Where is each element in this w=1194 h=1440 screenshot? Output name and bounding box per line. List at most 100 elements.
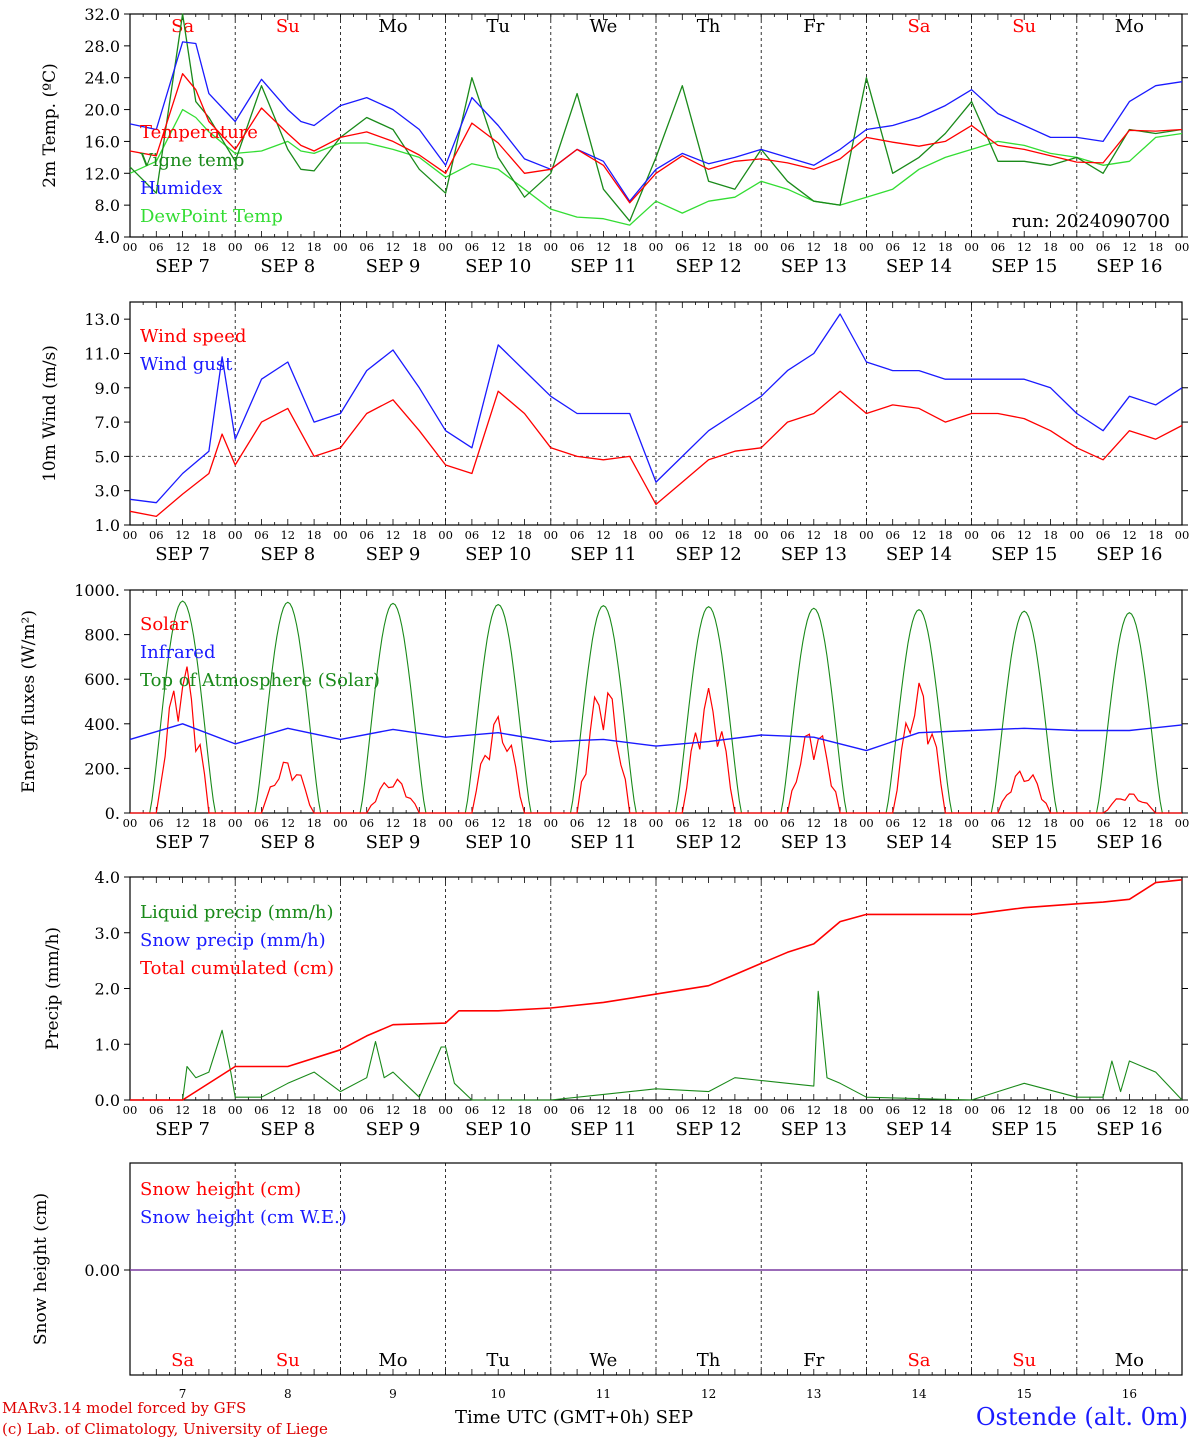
hour-tick-label: 06 [991, 240, 1006, 254]
hour-tick-label: 12 [806, 1103, 821, 1117]
hour-tick-label: 18 [938, 1103, 953, 1117]
legend-entry: Wind gust [140, 354, 233, 375]
hour-tick-label: 06 [359, 240, 374, 254]
y-tick-label: 0.0 [95, 1091, 120, 1110]
y-tick-label: 400. [84, 715, 120, 734]
plot-frame [129, 301, 1183, 526]
hour-tick-label: 18 [1043, 528, 1058, 542]
legend-entry: Snow precip (mm/h) [140, 930, 326, 951]
hour-tick-label: 00 [333, 816, 348, 830]
hour-tick-label: 12 [491, 240, 506, 254]
y-tick-label: 5.0 [95, 447, 120, 466]
legend-entry: Snow height (cm) [140, 1179, 301, 1200]
hour-tick-label: 12 [912, 240, 927, 254]
hour-tick-label: 18 [1043, 240, 1058, 254]
hour-tick-label: 06 [254, 816, 269, 830]
hour-tick-label: 00 [754, 816, 769, 830]
hour-tick-label: 12 [175, 240, 190, 254]
hour-tick-label: 06 [1096, 528, 1111, 542]
y-tick-label: 9.0 [95, 379, 120, 398]
hour-tick-label: 00 [228, 528, 243, 542]
y-tick-label: 32.0 [84, 5, 120, 24]
legend-entry: Solar [140, 614, 189, 635]
day-number-label: 8 [284, 1387, 292, 1401]
weekday-label: Sa [907, 1350, 930, 1371]
y-tick-label: 11.0 [84, 344, 120, 363]
hour-tick-label: 00 [123, 816, 138, 830]
hour-tick-label: 18 [412, 1103, 427, 1117]
hour-tick-label: 18 [412, 816, 427, 830]
hour-tick-label: 12 [175, 816, 190, 830]
y-tick-label: 4.0 [95, 868, 120, 887]
hour-tick-label: 12 [806, 816, 821, 830]
date-label: SEP 15 [991, 544, 1057, 565]
date-label: SEP 8 [260, 832, 315, 853]
hour-tick-label: 00 [333, 240, 348, 254]
hour-tick-label: 00 [543, 1103, 558, 1117]
hour-tick-label: 00 [123, 240, 138, 254]
hour-tick-label: 00 [649, 528, 664, 542]
hour-tick-label: 06 [675, 240, 690, 254]
hour-tick-label: 06 [359, 528, 374, 542]
hour-tick-label: 00 [964, 816, 979, 830]
date-label: SEP 9 [366, 256, 421, 277]
hour-tick-label: 00 [754, 240, 769, 254]
y-tick-label: 20.0 [84, 101, 120, 120]
hour-tick-label: 12 [1017, 816, 1032, 830]
hour-tick-label: 06 [570, 816, 585, 830]
day-number-label: 16 [1122, 1387, 1137, 1401]
y-tick-label: 16.0 [84, 132, 120, 151]
model-credit: MARv3.14 model forced by GFS [2, 1399, 247, 1417]
hour-tick-label: 18 [622, 816, 637, 830]
hour-tick-label: 00 [859, 1103, 874, 1117]
hour-tick-label: 18 [202, 240, 217, 254]
y-tick-label: 12.0 [84, 164, 120, 183]
hour-tick-label: 18 [833, 816, 848, 830]
plot-frame [129, 589, 1183, 814]
hour-tick-label: 06 [254, 240, 269, 254]
series-line-solar [130, 666, 1182, 814]
day-number-label: 10 [491, 1387, 506, 1401]
hour-tick-label: 06 [885, 528, 900, 542]
date-label: SEP 15 [991, 256, 1057, 277]
hour-tick-label: 06 [465, 816, 480, 830]
hour-tick-label: 12 [280, 528, 295, 542]
hour-tick-label: 00 [964, 1103, 979, 1117]
hour-tick-label: 06 [780, 1103, 795, 1117]
date-label: SEP 7 [155, 544, 210, 565]
hour-tick-label: 12 [806, 528, 821, 542]
hour-tick-label: 12 [386, 528, 401, 542]
y-tick-label: 2.0 [95, 980, 120, 999]
date-label: SEP 15 [991, 1119, 1057, 1140]
hour-tick-label: 12 [280, 240, 295, 254]
hour-tick-label: 00 [438, 528, 453, 542]
y-tick-label: 24.0 [84, 69, 120, 88]
hour-tick-label: 18 [307, 816, 322, 830]
date-label: SEP 7 [155, 832, 210, 853]
hour-tick-label: 12 [596, 1103, 611, 1117]
hour-tick-label: 12 [1122, 240, 1137, 254]
hour-tick-label: 06 [570, 528, 585, 542]
hour-tick-label: 06 [1096, 1103, 1111, 1117]
hour-tick-label: 18 [622, 1103, 637, 1117]
y-axis-label: Snow height (cm) [31, 1193, 51, 1345]
series-line-infrared [129, 723, 1183, 752]
y-tick-label: 3.0 [95, 482, 120, 501]
legend-entry: Humidex [140, 178, 222, 199]
hour-tick-label: 06 [885, 240, 900, 254]
hour-tick-label: 00 [859, 240, 874, 254]
station-label: Ostende (alt. 0m) [975, 1403, 1188, 1431]
hour-tick-label: 12 [1122, 528, 1137, 542]
weekday-label: Su [276, 1350, 300, 1371]
hour-tick-label: 18 [1148, 1103, 1163, 1117]
hour-tick-label: 12 [386, 816, 401, 830]
date-label: SEP 11 [570, 256, 636, 277]
weekday-label: Fr [803, 16, 824, 37]
date-label: SEP 11 [570, 544, 636, 565]
hour-tick-label: 18 [728, 528, 743, 542]
date-label: SEP 13 [781, 256, 847, 277]
hour-tick-label: 12 [175, 528, 190, 542]
legend-entry: Vigne temp [139, 150, 244, 171]
hour-tick-label: 00 [964, 528, 979, 542]
hour-tick-label: 00 [859, 528, 874, 542]
